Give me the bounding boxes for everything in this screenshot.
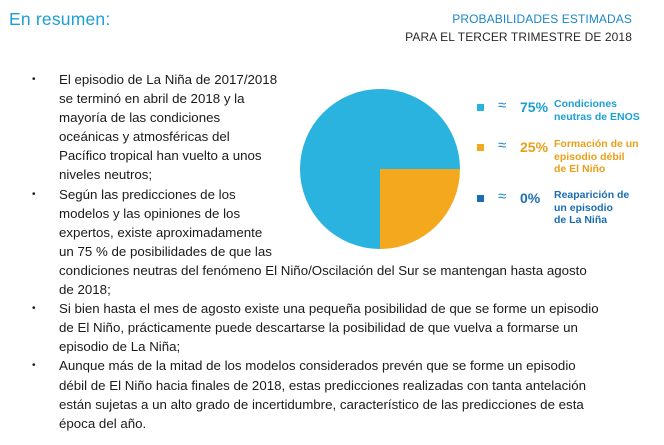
legend-label: Formación de un episodio débil de El Niño: [554, 138, 639, 176]
bullet-line: época del año.: [59, 415, 147, 431]
bullet-line: débil de El Niño hacia finales de 2018, …: [59, 377, 587, 393]
probabilities-title: PROBABILIDADES ESTIMADAS: [452, 12, 632, 26]
bullet-line: modelos y las opiniones de los: [59, 205, 241, 221]
legend-swatch-icon: [477, 144, 484, 151]
legend-label: Condiciones neutras de ENOS: [554, 98, 640, 123]
legend-percentage: 75%: [520, 99, 549, 115]
legend-percentage: 0%: [520, 190, 541, 206]
legend-label: Reaparición de un episodio de La Niña: [554, 189, 629, 227]
bullet-line: condiciones neutras del fenómeno El Niño…: [59, 262, 587, 278]
bullet-line: mayoría de las condiciones: [59, 110, 221, 126]
summary-bullet: • Según las predicciones de los modelos y …: [28, 185, 618, 300]
legend-label-line: un episodio: [554, 201, 613, 214]
bullet-line: se terminó en abril de 2018 y la: [59, 91, 245, 107]
probabilities-subtitle: PARA EL TERCER TRIMESTRE DE 2018: [405, 30, 632, 44]
legend-label-line: de El Niño: [554, 163, 606, 175]
legend-swatch-icon: [477, 104, 484, 111]
bullet-line: niveles neutros;: [59, 167, 153, 183]
probability-pie-chart: [300, 89, 460, 249]
bullet-line: de El Niño, prácticamente puede descarta…: [59, 320, 578, 336]
approx-symbol: ≈: [498, 137, 507, 154]
legend-label-line: Formación de un: [554, 138, 639, 150]
bullet-line: El episodio de La Niña de 2017/2018: [59, 72, 278, 87]
summary-list: • El episodio de La Niña de 2017/2018 se t…: [28, 70, 618, 433]
bullet-line: episodio de La Niña;: [59, 339, 181, 355]
bullet-line: están sujetas a un alto grado de incerti…: [59, 396, 584, 412]
approx-symbol: ≈: [498, 188, 507, 205]
bullet-line: Según las predicciones de los: [59, 186, 236, 202]
bullet-dot-icon: •: [32, 188, 36, 200]
legend-label-line: Reaparición de: [554, 189, 630, 201]
legend-label-line: episodio débil: [554, 150, 625, 163]
summary-bullet: • El episodio de La Niña de 2017/2018 se t…: [28, 70, 618, 185]
legend-percentage: 25%: [520, 139, 549, 155]
legend-label-line: Condiciones: [554, 98, 618, 110]
legend-item: ≈75% Condiciones neutras de ENOS: [477, 98, 640, 123]
bullet-line: oceánicas y atmosféricas del: [59, 129, 230, 145]
bullet-line: Pacífico tropical han vuelto a unos: [59, 148, 262, 164]
approx-symbol: ≈: [498, 97, 507, 114]
legend-swatch-icon: [477, 195, 484, 202]
bullet-dot-icon: •: [32, 360, 36, 372]
pie-slice: [380, 169, 460, 249]
bullet-line: Aunque más de la mitad de los modelos co…: [59, 358, 576, 374]
legend-item: ≈0% Reaparición de un episodio de La Niña: [477, 189, 629, 227]
bullet-line: expertos, existe aproximadamente: [59, 224, 263, 240]
pie-slice: [300, 89, 460, 249]
bullet-dot-icon: •: [32, 74, 36, 85]
section-heading: En resumen:: [9, 9, 111, 29]
legend-item: ≈25% Formación de un episodio débil de El N…: [477, 138, 639, 176]
bullet-dot-icon: •: [32, 303, 36, 315]
legend-label-line: de La Niña: [554, 214, 608, 226]
summary-bullet: • Si bien hasta el mes de agosto existe u…: [28, 299, 618, 356]
bullet-line: de 2018;: [59, 282, 111, 298]
bullet-line: un 75 % de posibilidades de que las: [59, 243, 272, 259]
legend-label-line: neutras de ENOS: [554, 110, 640, 123]
bullet-line: Si bien hasta el mes de agosto existe un…: [59, 301, 599, 317]
summary-bullet: • Aunque más de la mitad de los modelos c…: [28, 356, 618, 432]
